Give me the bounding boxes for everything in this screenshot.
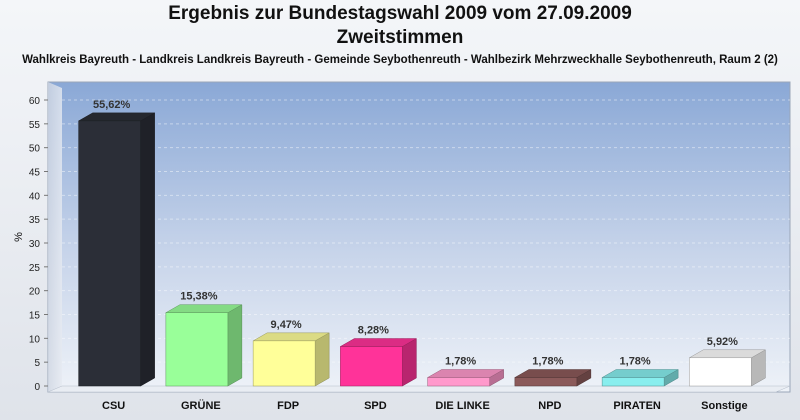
bar-value-label: 15,38% (180, 291, 218, 303)
y-tick-label: 20 (29, 287, 41, 298)
x-category-label: PIRATEN (613, 400, 661, 412)
bar-piraten (601, 369, 680, 387)
y-tick-label: 50 (29, 144, 41, 155)
bar-front (601, 377, 665, 387)
bar-top (426, 369, 505, 378)
plot-area (47, 81, 791, 393)
bar-front (427, 377, 490, 387)
bar-top (513, 369, 592, 378)
y-tick-label: 55 (29, 120, 41, 131)
bar-grüne (164, 304, 243, 387)
bar-front (514, 377, 578, 387)
plot-side-wall (48, 82, 62, 392)
x-category-label: Sonstige (701, 400, 747, 412)
y-tick-label: 40 (29, 191, 41, 202)
bar-value-label: 55,62% (93, 99, 131, 111)
y-tick-label: 60 (29, 96, 41, 107)
y-tick-label: 15 (29, 311, 41, 322)
bar-top (77, 112, 156, 122)
bar-top (252, 332, 331, 342)
bar-value-label: 9,47% (271, 319, 302, 331)
chart-title: Ergebnis zur Bundestagswahl 2009 vom 27.… (168, 3, 632, 24)
y-axis-label: % (13, 232, 25, 242)
y-tick-label: 45 (29, 168, 41, 179)
bar-value-label: 5,92% (707, 336, 738, 348)
bar-top (688, 349, 767, 359)
bar-value-label: 1,78% (620, 356, 651, 368)
bar-front (165, 312, 229, 387)
y-tick-label: 0 (34, 382, 40, 393)
y-tick-label: 25 (29, 263, 41, 274)
bar-top (164, 304, 243, 313)
bar-value-label: 1,78% (445, 356, 476, 368)
plot-floor (47, 385, 791, 393)
x-category-label: CSU (102, 400, 125, 412)
bar-spd (339, 338, 418, 387)
bar-fdp (252, 332, 331, 387)
bar-top (339, 338, 418, 347)
bar-front (78, 120, 141, 387)
bar-side (314, 332, 330, 387)
bar-die-linke (426, 369, 505, 387)
location-subtitle: Wahlkreis Bayreuth - Landkreis Landkreis… (22, 54, 778, 66)
y-tick-label: 35 (29, 215, 41, 226)
bar-side (227, 304, 243, 387)
bar-npd (513, 369, 592, 387)
x-category-label: SPD (364, 400, 387, 412)
x-category-label: FDP (277, 400, 299, 412)
chart-subtitle: Zweitstimmen (336, 27, 464, 48)
bar-front (252, 340, 316, 387)
bar-value-label: 8,28% (358, 325, 389, 337)
y-tick-label: 10 (29, 334, 41, 345)
x-category-label: DIE LINKE (435, 400, 489, 412)
x-category-label: GRÜNE (181, 399, 221, 412)
bar-side (402, 338, 417, 387)
bar-top (601, 369, 680, 378)
bar-side (140, 112, 155, 387)
y-tick-label: 5 (34, 358, 40, 369)
bar-csu (77, 112, 156, 387)
x-category-label: NPD (538, 400, 561, 412)
bar-value-label: 1,78% (532, 356, 563, 368)
bar-sonstige (688, 349, 767, 387)
bar-front (340, 346, 403, 387)
bar-front (689, 357, 752, 387)
y-tick-label: 30 (29, 239, 41, 250)
